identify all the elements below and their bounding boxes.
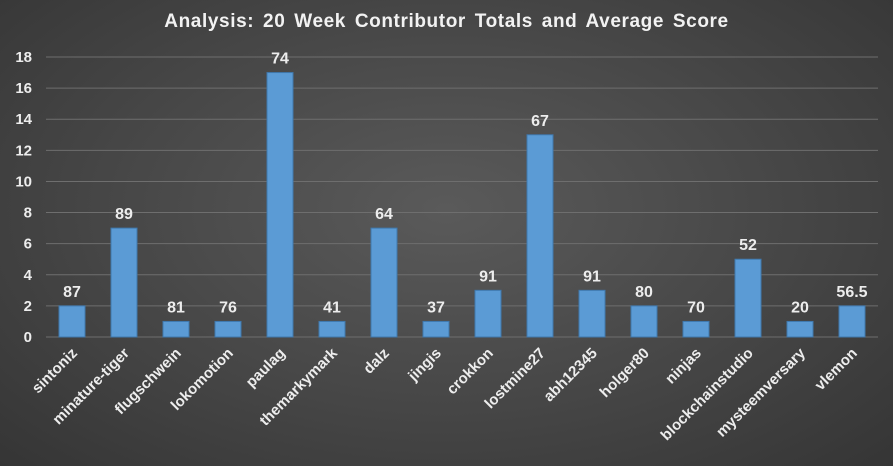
bar xyxy=(682,320,710,338)
bar xyxy=(474,289,502,338)
y-tick-label: 10 xyxy=(15,173,32,190)
data-label: 89 xyxy=(115,206,133,223)
x-category-label: blockchainstudio xyxy=(658,345,757,444)
data-label: 91 xyxy=(479,268,497,285)
y-tick-label: 16 xyxy=(15,80,32,97)
data-label: 20 xyxy=(791,299,809,316)
data-label: 81 xyxy=(167,299,185,316)
y-tick-label: 6 xyxy=(24,236,32,253)
bar xyxy=(58,305,86,338)
x-category-label: vlemon xyxy=(812,345,861,394)
bar xyxy=(786,320,814,338)
bar xyxy=(526,134,554,338)
data-label: 56.5 xyxy=(836,284,867,301)
data-label: 64 xyxy=(375,206,393,223)
y-tick-label: 8 xyxy=(24,205,32,222)
x-category-label: jingis xyxy=(404,345,444,385)
bar xyxy=(318,320,346,338)
bar xyxy=(734,258,762,338)
x-category-label: abh12345 xyxy=(540,345,600,405)
data-label: 87 xyxy=(63,284,81,301)
data-label: 76 xyxy=(219,299,237,316)
y-tick-label: 2 xyxy=(24,298,32,315)
data-label: 52 xyxy=(739,237,757,254)
y-tick-label: 14 xyxy=(15,111,32,128)
x-category-label: sintoniz xyxy=(29,345,81,397)
data-label: 91 xyxy=(583,268,601,285)
x-category-label: ninjas xyxy=(662,345,705,388)
bar xyxy=(578,289,606,338)
data-label: 70 xyxy=(687,299,705,316)
x-category-label: paulag xyxy=(243,345,289,391)
bar xyxy=(370,227,398,338)
bar xyxy=(266,72,294,338)
x-category-label: crokkon xyxy=(444,345,497,398)
data-label: 41 xyxy=(323,299,341,316)
data-label: 37 xyxy=(427,299,445,316)
y-tick-label: 4 xyxy=(24,267,33,284)
bar xyxy=(110,227,138,338)
bar xyxy=(422,320,450,338)
x-category-label: holger80 xyxy=(597,345,653,401)
bar xyxy=(838,305,866,338)
x-category-label: dalz xyxy=(360,345,393,378)
y-tick-label: 12 xyxy=(15,142,32,159)
bar xyxy=(162,320,190,338)
x-category-label: mysteemversary xyxy=(713,344,809,440)
data-label: 74 xyxy=(271,51,289,68)
bar xyxy=(630,305,658,338)
bar xyxy=(214,320,242,338)
chart-title: Analysis: 20 Week Contributor Totals and… xyxy=(164,11,729,32)
data-label: 80 xyxy=(635,284,653,301)
y-tick-label: 18 xyxy=(15,49,32,66)
y-tick-label: 0 xyxy=(24,329,32,346)
data-label: 67 xyxy=(531,113,549,130)
